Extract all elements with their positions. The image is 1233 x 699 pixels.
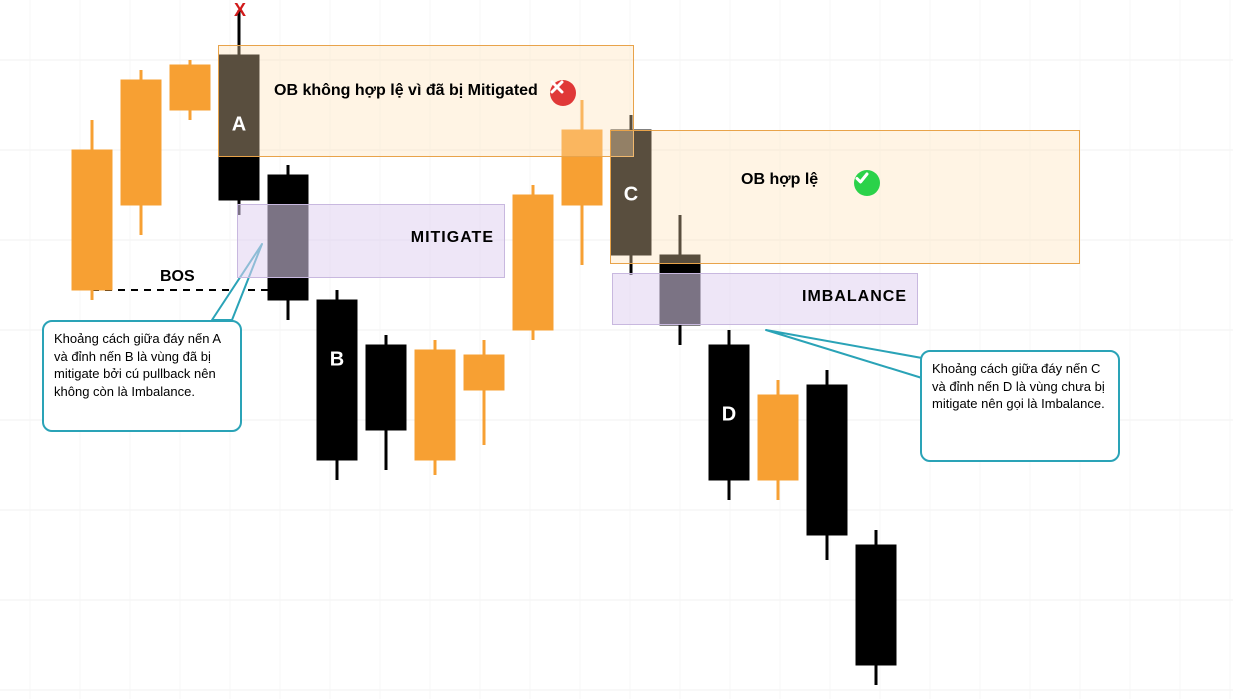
zone-mitigate-label: MITIGATE [411, 229, 494, 247]
callout-left-text: Khoảng cách giữa đáy nến A và đỉnh nến B… [54, 331, 220, 399]
callout-mitigate-explain: Khoảng cách giữa đáy nến A và đỉnh nến B… [42, 320, 242, 432]
callout-right-text: Khoảng cách giữa đáy nến C và đỉnh nến D… [932, 361, 1105, 411]
chart-canvas: OB không hợp lệ vì đã bị Mitigated MITIG… [0, 0, 1233, 699]
x-marker: X [234, 0, 246, 21]
zone-imbalance: IMBALANCE [612, 273, 918, 325]
zone-ob-valid-label: OB hợp lệ [741, 171, 818, 189]
cross-icon [550, 80, 576, 106]
zone-mitigate: MITIGATE [237, 204, 505, 278]
callout-imbalance-explain: Khoảng cách giữa đáy nến C và đỉnh nến D… [920, 350, 1120, 462]
bos-label: BOS [160, 268, 195, 286]
zone-imbalance-label: IMBALANCE [802, 288, 907, 306]
check-icon [854, 170, 880, 196]
zone-ob-valid: OB hợp lệ [610, 130, 1080, 264]
zone-ob-invalid-label: OB không hợp lệ vì đã bị Mitigated [274, 82, 538, 100]
